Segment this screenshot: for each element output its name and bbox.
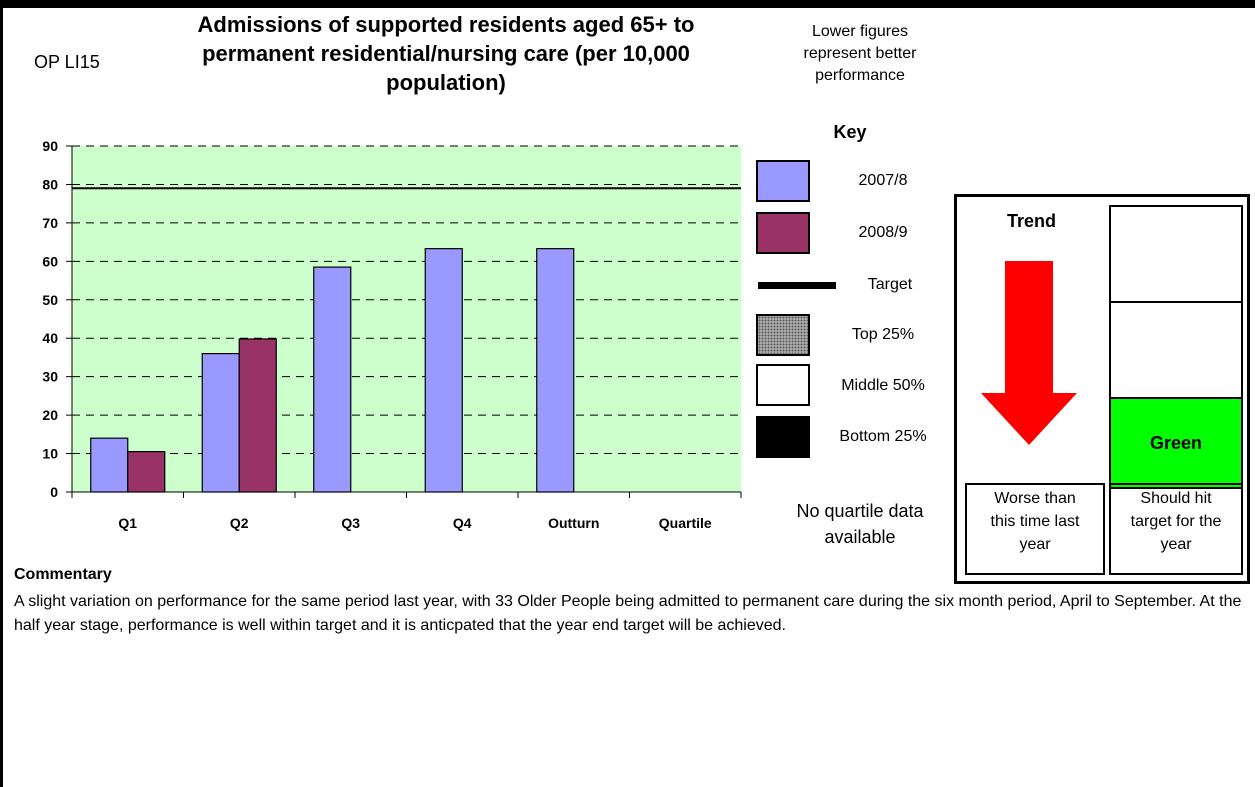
performance-note-line-2: represent better bbox=[803, 45, 917, 62]
trend-caption: Worse than this time last year bbox=[965, 483, 1105, 575]
indicator-code: OP LI15 bbox=[34, 52, 100, 72]
rag-column: Green bbox=[1109, 205, 1243, 489]
chart-title-line-1: Admissions of supported residents aged 6… bbox=[197, 12, 695, 37]
key-label-bottom-25: Bottom 25% bbox=[839, 428, 927, 445]
key-swatch-2008-9 bbox=[756, 212, 810, 254]
frame-left-border bbox=[0, 0, 3, 787]
no-quartile-line-1: No quartile data bbox=[796, 501, 924, 521]
y-tick-label: 10 bbox=[42, 446, 58, 462]
chart-title: Admissions of supported residents aged 6… bbox=[150, 10, 742, 97]
rag-caption-line-3: year bbox=[1160, 536, 1192, 553]
rag-caption-line-1: Should hit bbox=[1140, 490, 1212, 507]
key-title: Key bbox=[833, 122, 867, 142]
performance-note-line-3: performance bbox=[815, 67, 905, 84]
key-label-target: Target bbox=[867, 276, 913, 293]
bar-2007-8-q2 bbox=[201, 353, 240, 493]
key-label-middle-50: Middle 50% bbox=[841, 377, 925, 394]
y-tick-label: 90 bbox=[42, 138, 58, 154]
rag-status-badge: Green bbox=[1111, 399, 1241, 487]
chart-title-line-2: permanent residential/nursing care (per … bbox=[202, 41, 690, 66]
performance-note-line-1: Lower figures bbox=[811, 23, 909, 40]
plot-area bbox=[72, 146, 741, 492]
status-panel: Trend Green Worse than this time last ye… bbox=[954, 194, 1250, 584]
bar-2007-8-outturn bbox=[536, 248, 575, 493]
rag-cell-middle bbox=[1111, 303, 1241, 399]
key-swatch-2007-8 bbox=[756, 160, 810, 202]
bar-2007-8-q4 bbox=[424, 248, 463, 493]
no-quartile-line-2: available bbox=[824, 527, 896, 547]
trend-caption-line-2: this time last bbox=[990, 513, 1080, 530]
key-swatch-top-25 bbox=[756, 314, 810, 356]
trend-caption-line-1: Worse than bbox=[994, 490, 1076, 507]
x-tick-label: Q3 bbox=[341, 515, 360, 531]
key-swatch-middle-50 bbox=[756, 364, 810, 406]
y-tick-label: 70 bbox=[42, 215, 58, 231]
y-tick-label: 50 bbox=[42, 292, 58, 308]
x-tick-label: Q2 bbox=[230, 515, 249, 531]
no-quartile-note: No quartile data available bbox=[760, 498, 960, 550]
y-tick-label: 60 bbox=[42, 253, 58, 269]
bar-chart: 0 10 20 30 40 50 60 70 80 90 Q1 Q2 Q3 Q4 Outturn Quarti… bbox=[42, 138, 742, 531]
x-tick-label: Q4 bbox=[453, 515, 472, 531]
y-tick-label: 80 bbox=[42, 176, 58, 192]
key-label-2008-9: 2008/9 bbox=[858, 224, 908, 241]
key-label-2007-8: 2007/8 bbox=[858, 172, 908, 189]
y-tick-label: 20 bbox=[42, 407, 58, 423]
x-tick-label: Q1 bbox=[118, 515, 137, 531]
x-tick-label: Quartile bbox=[659, 515, 712, 531]
trend-caption-line-3: year bbox=[1019, 536, 1051, 553]
y-tick-label: 30 bbox=[42, 369, 58, 385]
key-swatch-bottom-25 bbox=[756, 416, 810, 458]
y-tick-label: 0 bbox=[50, 484, 58, 500]
y-tick-label: 40 bbox=[42, 330, 58, 346]
x-tick-label: Outturn bbox=[548, 515, 599, 531]
frame-top-border bbox=[0, 0, 1255, 8]
performance-note: Lower figures represent better performan… bbox=[760, 21, 960, 87]
bar-2007-8-q1 bbox=[90, 437, 129, 493]
commentary-heading: Commentary bbox=[14, 566, 112, 583]
rag-caption-line-2: target for the bbox=[1130, 513, 1222, 530]
rag-caption: Should hit target for the year bbox=[1109, 483, 1243, 575]
bar-2007-8-q3 bbox=[313, 266, 352, 493]
key-swatch-target bbox=[758, 282, 836, 289]
trend-label: Trend bbox=[1007, 211, 1057, 231]
rag-cell-top bbox=[1111, 207, 1241, 303]
down-arrow-icon bbox=[981, 261, 1077, 445]
bar-2008-9-q2 bbox=[238, 338, 277, 493]
bar-2008-9-q1 bbox=[127, 451, 166, 493]
chart-title-line-3: population) bbox=[386, 70, 506, 95]
commentary-text: A slight variation on performance for th… bbox=[14, 593, 1242, 634]
key-label-top-25: Top 25% bbox=[851, 326, 915, 343]
